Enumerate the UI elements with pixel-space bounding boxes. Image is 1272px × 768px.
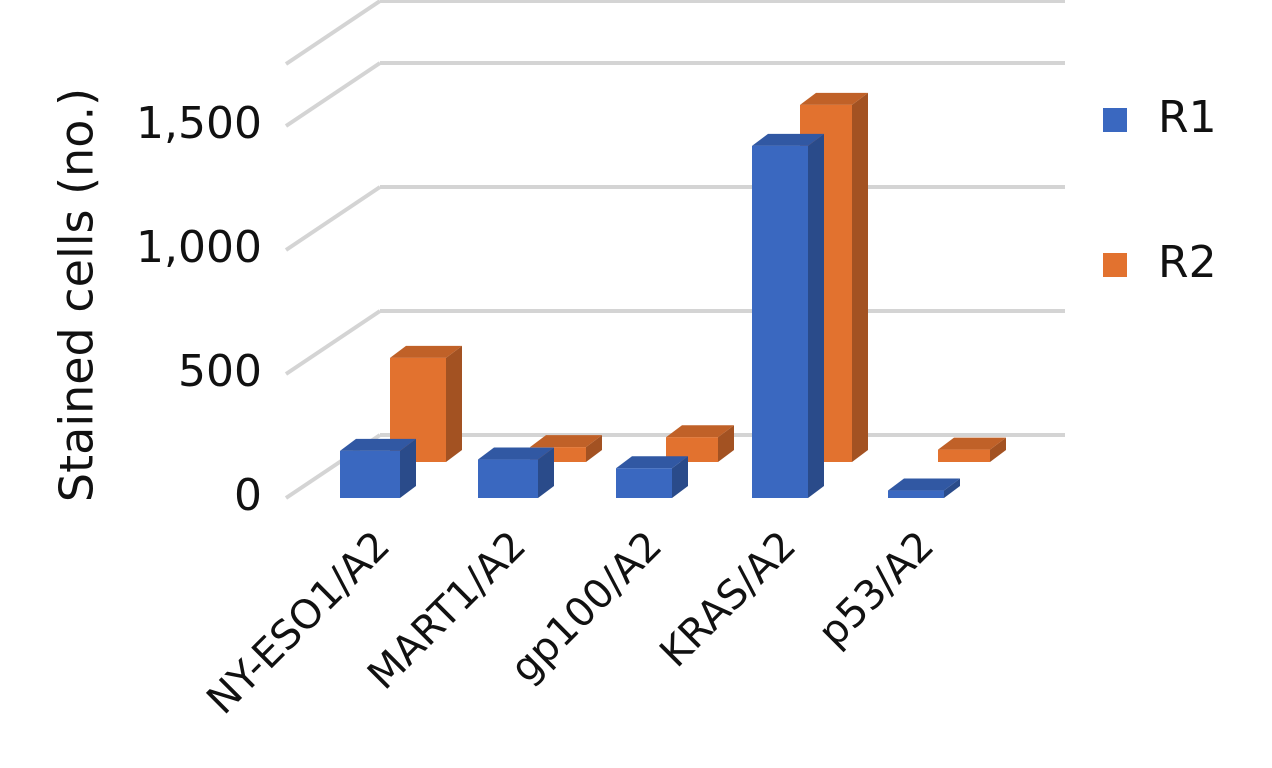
- legend-swatch: [1103, 253, 1127, 277]
- bar-r1: [752, 133, 824, 498]
- x-tick-label: KRAS/A2: [651, 523, 805, 677]
- bars: [340, 92, 1006, 498]
- gridline-side: [284, 309, 382, 376]
- bar-r1: [616, 456, 688, 498]
- bar-r1: [888, 478, 960, 498]
- y-axis-label: Stained cells (no.): [50, 88, 104, 502]
- x-tick-label: p53/A2: [810, 523, 943, 656]
- y-tick-label: 1,000: [136, 222, 262, 273]
- gridline-side: [284, 61, 382, 128]
- y-axis-ticks: 0 500 1,000 1,500: [136, 98, 262, 521]
- bar-r1: [340, 438, 416, 498]
- legend-swatch: [1103, 108, 1127, 132]
- bar-r2: [390, 345, 462, 462]
- gridline-side: [284, 185, 382, 252]
- gridline-side: [284, 0, 382, 66]
- y-tick-label: 1,500: [136, 98, 262, 149]
- y-tick-label: 500: [178, 346, 262, 397]
- legend-label: R1: [1158, 92, 1217, 143]
- bar-r2: [938, 437, 1006, 462]
- bar-r1: [478, 447, 554, 498]
- legend: R1 R2: [1103, 92, 1217, 288]
- x-tick-label: NY-ESO1/A2: [198, 523, 399, 724]
- y-tick-label: 0: [234, 470, 262, 521]
- legend-label: R2: [1158, 237, 1217, 288]
- gridlines: [284, 0, 1065, 500]
